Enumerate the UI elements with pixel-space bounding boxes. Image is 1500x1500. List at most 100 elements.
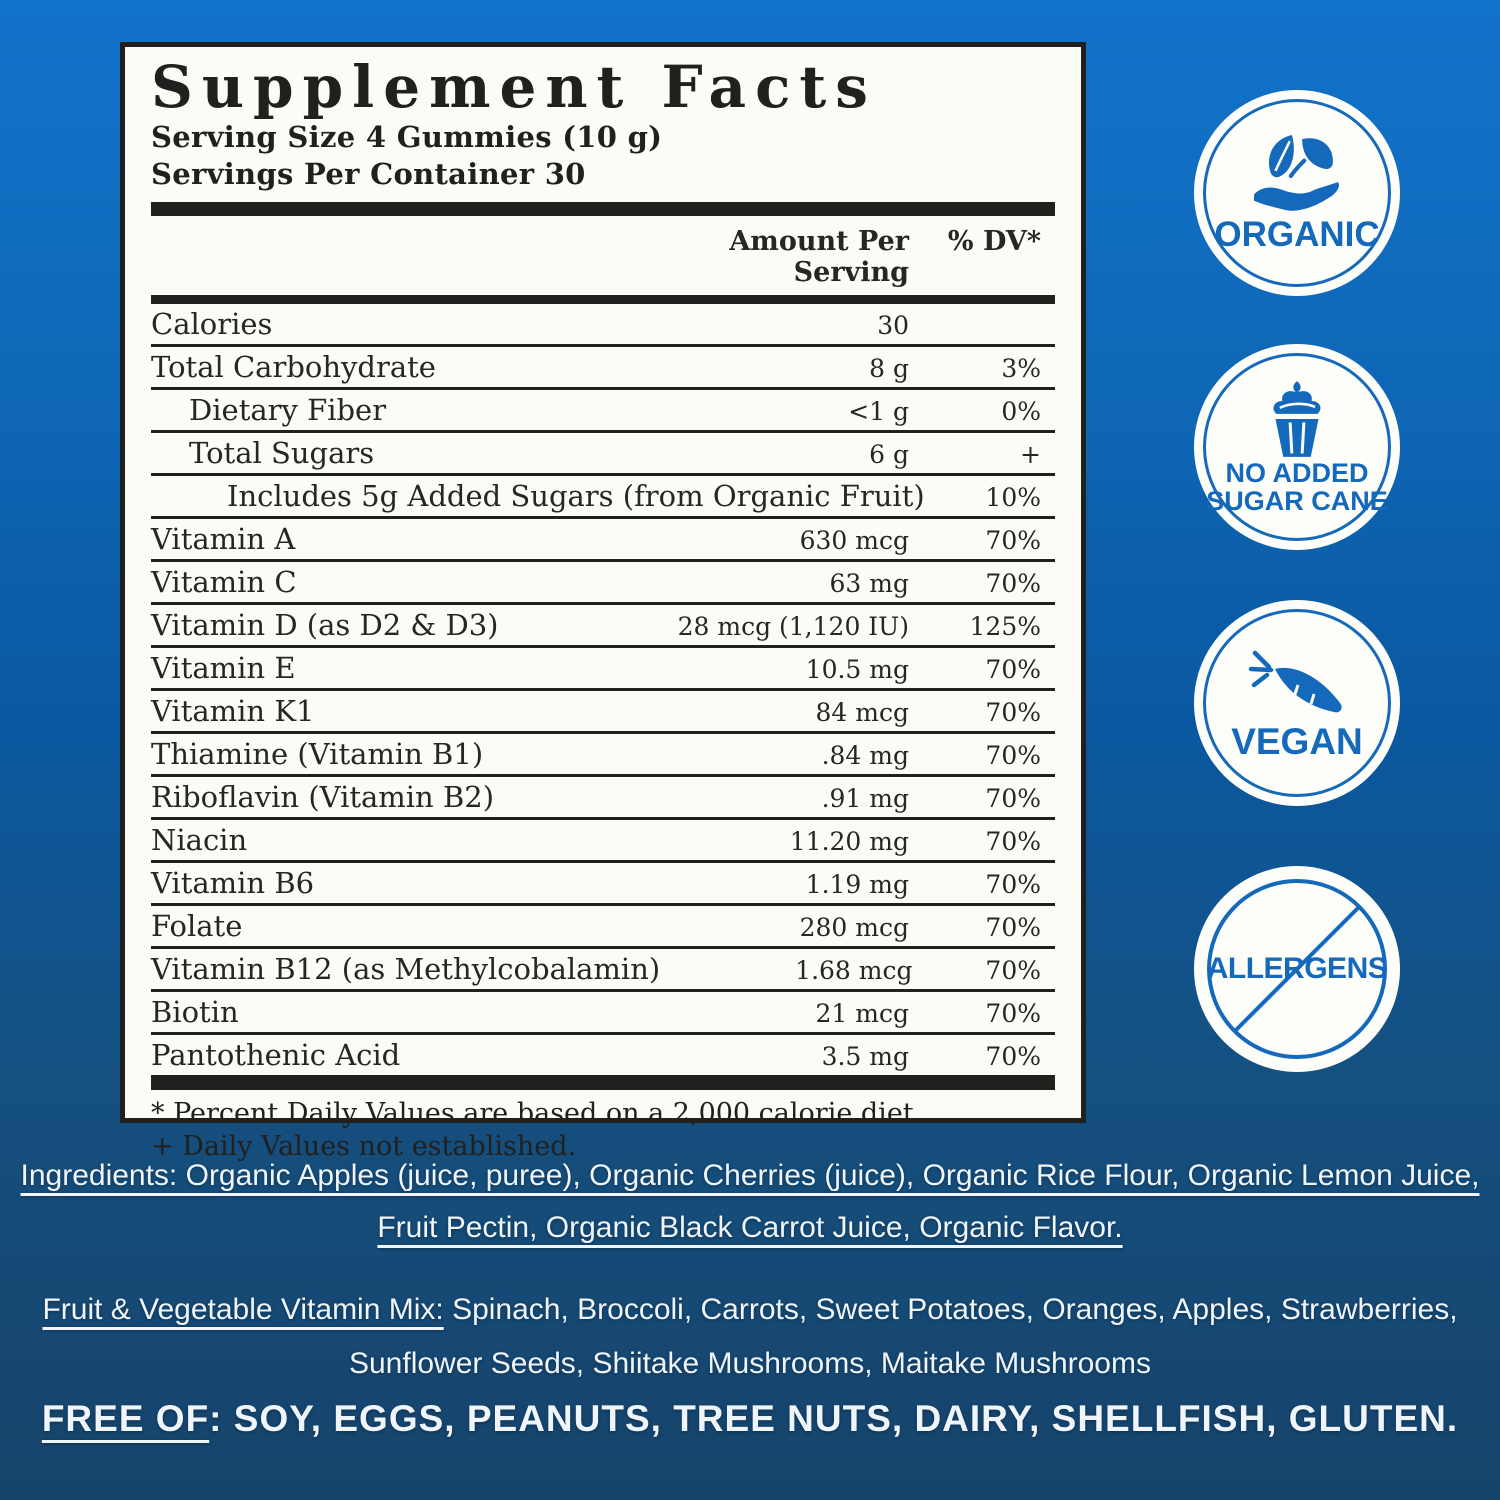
facts-rows: Calories 30 Total Carbohydrate 8 g 3% Dietary… <box>151 304 1055 1075</box>
nutrient-amount: <1 g <box>848 397 909 426</box>
cupcake-icon <box>1273 380 1321 457</box>
facts-row: Vitamin K1 84 mcg 70% <box>151 691 1055 734</box>
crossed-circle-icon <box>1207 879 1387 1059</box>
supplement-facts-panel: Supplement Facts Serving Size 4 Gummies … <box>120 42 1086 1162</box>
nutrient-dv: 70% <box>985 655 1041 684</box>
nutrient-amount: 1.68 mcg <box>795 956 913 985</box>
facts-row: Dietary Fiber <1 g 0% <box>151 390 1055 433</box>
facts-row: Includes 5g Added Sugars (from Organic F… <box>151 476 1055 519</box>
carrot-icon <box>1248 650 1342 712</box>
nutrient-amount: 63 mg <box>829 569 909 598</box>
nutrient-dv: 70% <box>985 526 1041 555</box>
nutrient-label: Niacin <box>151 823 248 857</box>
footnote-dv: * Percent Daily Values are based on a 2,… <box>151 1098 923 1129</box>
nutrient-amount: 3.5 mg <box>821 1042 909 1071</box>
servings-per-container: Servings Per Container 30 <box>151 157 586 191</box>
serving-size: Serving Size 4 Gummies (10 g) <box>151 120 663 154</box>
nutrient-dv: 0% <box>1001 397 1041 426</box>
ingredients-list: Ingredients: Organic Apples (juice, pure… <box>20 1159 1480 1244</box>
vegan-badge: VEGAN <box>1194 600 1400 806</box>
free-of-label: FREE OF <box>41 1398 210 1439</box>
nutrient-dv: 70% <box>985 999 1041 1028</box>
nutrient-dv: + <box>1020 440 1041 469</box>
nutrient-amount: 8 g <box>869 354 909 383</box>
divider-mid <box>151 295 1055 304</box>
badge-ring <box>1203 353 1391 541</box>
hand-holding-leaves-icon <box>1253 134 1339 211</box>
nutrient-label: Total Carbohydrate <box>151 350 436 384</box>
badge-ring <box>1203 99 1391 287</box>
facts-row: Biotin 21 mcg 70% <box>151 992 1055 1035</box>
facts-row: Niacin 11.20 mg 70% <box>151 820 1055 863</box>
nutrient-dv: 125% <box>969 612 1041 641</box>
nutrient-label: Vitamin E <box>151 651 296 685</box>
vitamin-mix-text: Fruit & Vegetable Vitamin Mix: Spinach, … <box>20 1283 1480 1391</box>
nutrient-label: Total Sugars <box>189 436 375 470</box>
vitamin-mix-label: Fruit & Vegetable Vitamin Mix: <box>42 1293 444 1326</box>
nutrient-amount: 11.20 mg <box>789 827 909 856</box>
dv-column-header: % DV* <box>947 226 1041 257</box>
facts-row: Vitamin A 630 mcg 70% <box>151 519 1055 562</box>
facts-row: Vitamin C 63 mg 70% <box>151 562 1055 605</box>
nutrient-dv: 70% <box>985 1042 1041 1071</box>
vitamin-mix-list: Spinach, Broccoli, Carrots, Sweet Potato… <box>348 1293 1458 1380</box>
no-added-sugar-line1: NO ADDED <box>1225 457 1369 488</box>
nutrient-label: Pantothenic Acid <box>151 1038 401 1072</box>
nutrient-amount: 30 <box>877 311 909 340</box>
amount-column-header: Amount Per Serving <box>729 226 909 288</box>
nutrient-amount: 6 g <box>869 440 909 469</box>
nutrient-dv: 10% <box>985 483 1041 512</box>
nutrient-amount: 21 mcg <box>815 999 909 1028</box>
facts-row: Vitamin B12 (as Methylcobalamin) 1.68 mcg… <box>151 949 1055 992</box>
allergens-badge-label: ALLERGENS <box>1206 952 1388 985</box>
nutrient-dv: 70% <box>985 913 1041 942</box>
nutrient-amount: 280 mcg <box>799 913 909 942</box>
organic-badge: ORGANIC <box>1194 90 1400 296</box>
nutrient-amount: 1.19 mg <box>805 870 909 899</box>
nutrient-dv: 70% <box>985 784 1041 813</box>
nutrient-amount: 84 mcg <box>815 698 909 727</box>
nutrient-label: Vitamin A <box>151 522 296 556</box>
nutrient-label: Biotin <box>151 995 239 1029</box>
facts-header-row: Amount Per Serving % DV* <box>151 216 1055 295</box>
vegan-badge-label: VEGAN <box>1231 720 1363 762</box>
facts-row: Total Carbohydrate 8 g 3% <box>151 347 1055 390</box>
nutrient-amount: .84 mg <box>821 741 909 770</box>
divider-thick-top <box>151 202 1055 216</box>
nutrient-dv: 70% <box>985 870 1041 899</box>
nutrient-dv: 3% <box>1001 354 1041 383</box>
nutrient-amount: 10.5 mg <box>805 655 909 684</box>
footnotes: * Percent Daily Values are based on a 2,… <box>151 1090 1055 1163</box>
no-added-sugar-line2: SUGAR CANE <box>1206 486 1388 516</box>
nutrient-label: Includes 5g Added Sugars (from Organic F… <box>227 479 925 513</box>
nutrient-amount: 28 mcg (1,120 IU) <box>677 612 909 641</box>
allergens-free-badge: ALLERGENS <box>1194 866 1400 1072</box>
facts-row: Calories 30 <box>151 304 1055 347</box>
panel-title: Supplement Facts <box>151 53 877 121</box>
nutrient-label: Vitamin D (as D2 & D3) <box>151 608 499 642</box>
nutrient-dv: 70% <box>985 698 1041 727</box>
nutrient-label: Vitamin B6 <box>151 866 315 900</box>
nutrient-dv: 70% <box>985 741 1041 770</box>
facts-row: Pantothenic Acid 3.5 mg 70% <box>151 1035 1055 1075</box>
facts-row: Vitamin E 10.5 mg 70% <box>151 648 1055 691</box>
nutrient-label: Vitamin B12 (as Methylcobalamin) <box>151 952 661 986</box>
facts-row: Vitamin D (as D2 & D3) 28 mcg (1,120 IU) 1… <box>151 605 1055 648</box>
nutrient-label: Dietary Fiber <box>189 393 387 427</box>
ingredients-text: Ingredients: Organic Apples (juice, pure… <box>20 1150 1480 1254</box>
free-of-text: FREE OF: SOY, EGGS, PEANUTS, TREE NUTS, … <box>20 1398 1480 1440</box>
no-added-sugar-cane-badge: NO ADDED SUGAR CANE <box>1194 344 1400 550</box>
facts-row: Total Sugars 6 g + <box>151 433 1055 476</box>
free-of-list: : SOY, EGGS, PEANUTS, TREE NUTS, DAIRY, … <box>209 1398 1459 1439</box>
nutrient-label: Thiamine (Vitamin B1) <box>151 737 484 771</box>
footnote-plus: + Daily Values not established. <box>151 1131 577 1162</box>
facts-row: Riboflavin (Vitamin B2) .91 mg 70% <box>151 777 1055 820</box>
nutrient-label: Vitamin K1 <box>151 694 315 728</box>
facts-row: Folate 280 mcg 70% <box>151 906 1055 949</box>
facts-row: Vitamin B6 1.19 mg 70% <box>151 863 1055 906</box>
nutrient-dv: 70% <box>985 569 1041 598</box>
facts-row: Thiamine (Vitamin B1) .84 mg 70% <box>151 734 1055 777</box>
badge-ring <box>1203 609 1391 797</box>
divider-thick-bottom <box>151 1075 1055 1090</box>
